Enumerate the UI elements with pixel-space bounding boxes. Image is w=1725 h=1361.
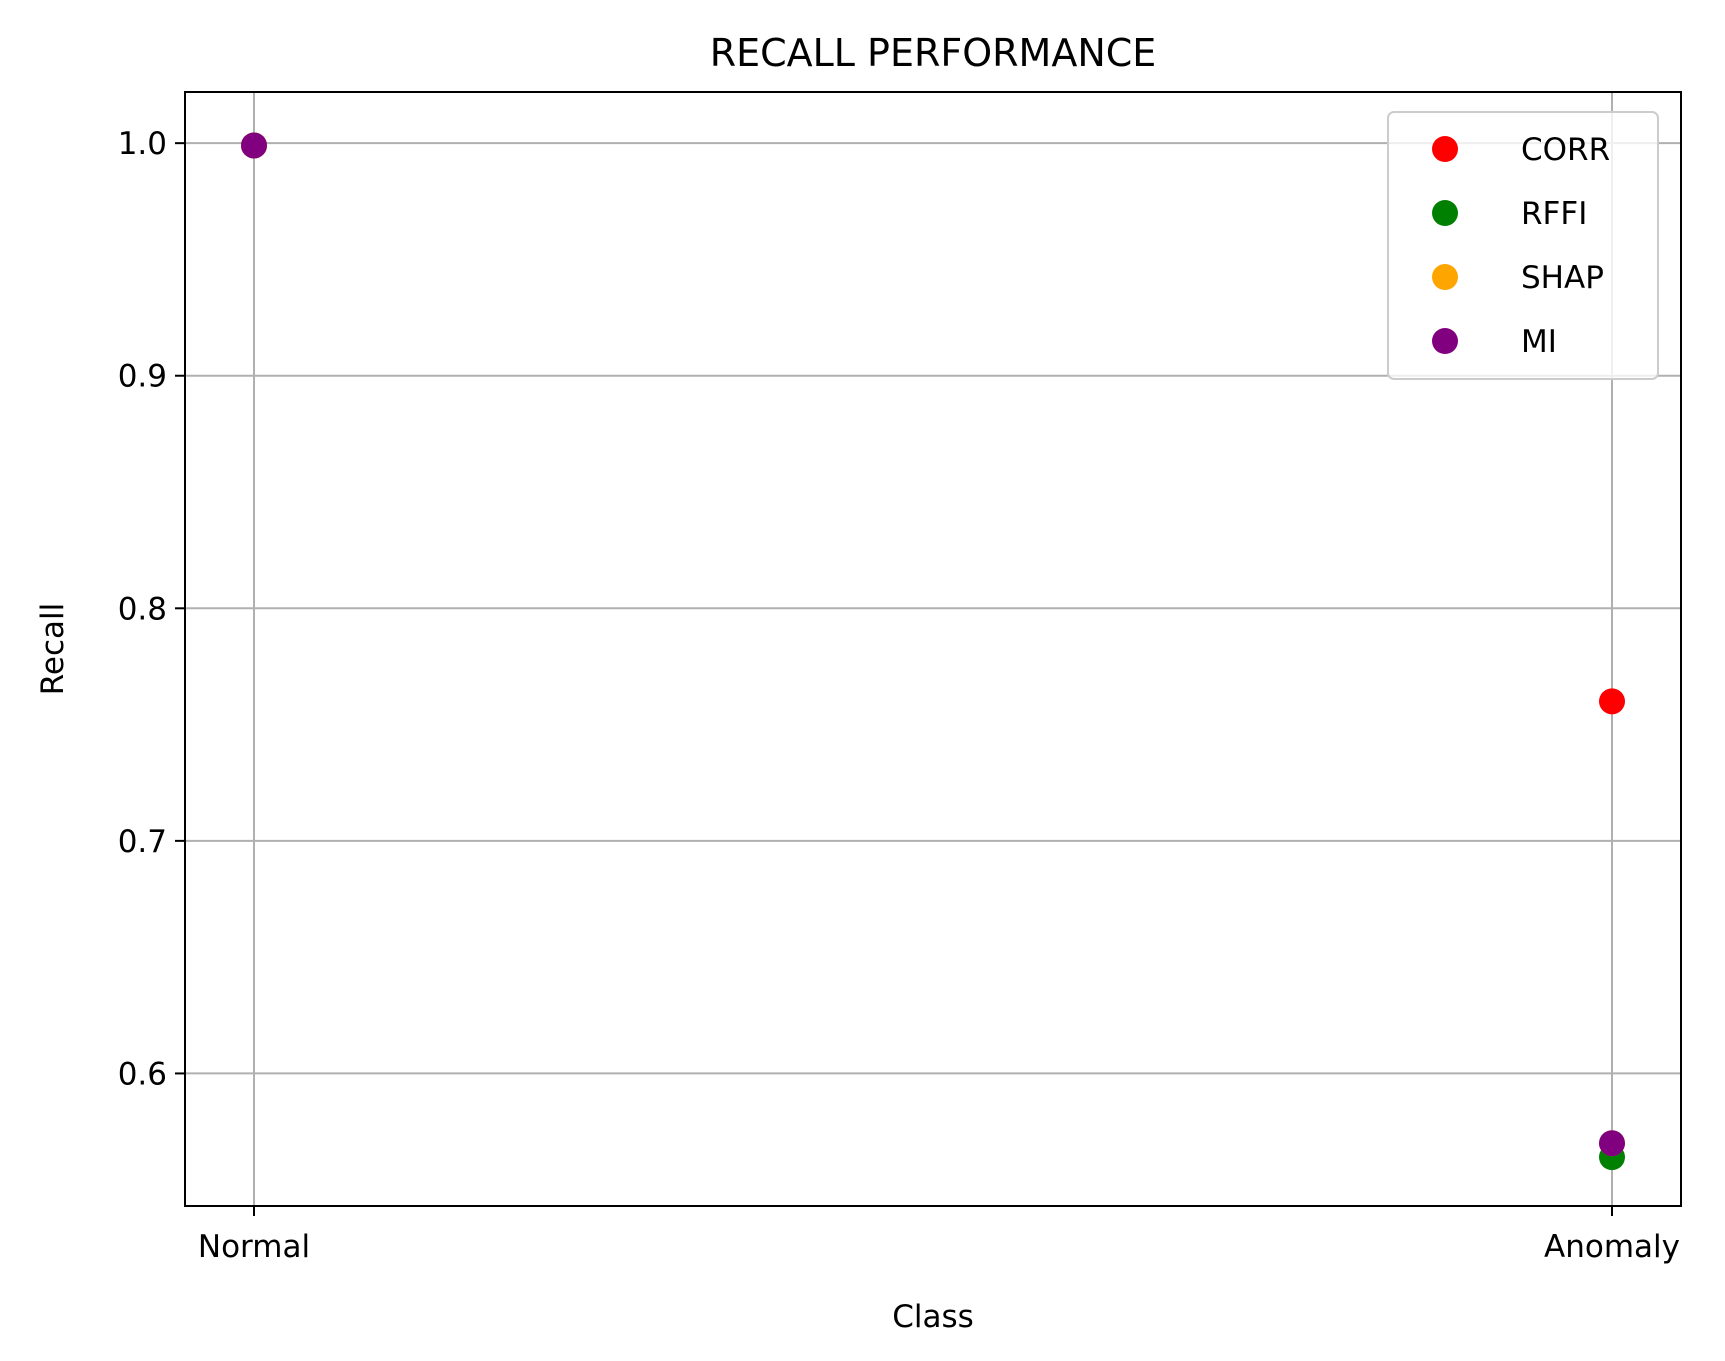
legend-box (1387, 111, 1659, 380)
point-corr-anomaly (1599, 688, 1625, 715)
legend-label-corr: CORR (1521, 132, 1610, 168)
y-tick-label: 1.0 (118, 126, 167, 162)
chart-title: RECALL PERFORMANCE (710, 31, 1157, 75)
x-tick-label: Anomaly (1544, 1229, 1680, 1265)
y-tick-label: 0.8 (118, 591, 167, 627)
legend-label-mi: MI (1521, 324, 1557, 360)
axis-ticks: Normal Anomaly 0.6 0.7 0.8 0.9 1.0 (118, 126, 1680, 1265)
legend-marker-rffi (1432, 200, 1458, 226)
y-axis-label: Recall (35, 603, 71, 696)
legend: CORR RFFI SHAP MI (1387, 111, 1659, 380)
y-tick-label: 0.6 (118, 1056, 167, 1092)
x-tick-label: Normal (198, 1229, 310, 1265)
data-points (241, 132, 1625, 1171)
legend-marker-shap (1432, 264, 1458, 290)
point-mi-normal (241, 132, 267, 159)
legend-label-rffi: RFFI (1521, 196, 1587, 232)
y-tick-label: 0.9 (118, 359, 167, 395)
plot-frame (184, 91, 1682, 1207)
point-mi-anomaly (1599, 1130, 1625, 1157)
x-axis-label: Class (892, 1299, 974, 1335)
legend-marker-mi (1432, 328, 1458, 354)
legend-marker-corr (1432, 136, 1458, 162)
legend-label-shap: SHAP (1521, 260, 1604, 296)
y-tick-label: 0.7 (118, 824, 167, 860)
